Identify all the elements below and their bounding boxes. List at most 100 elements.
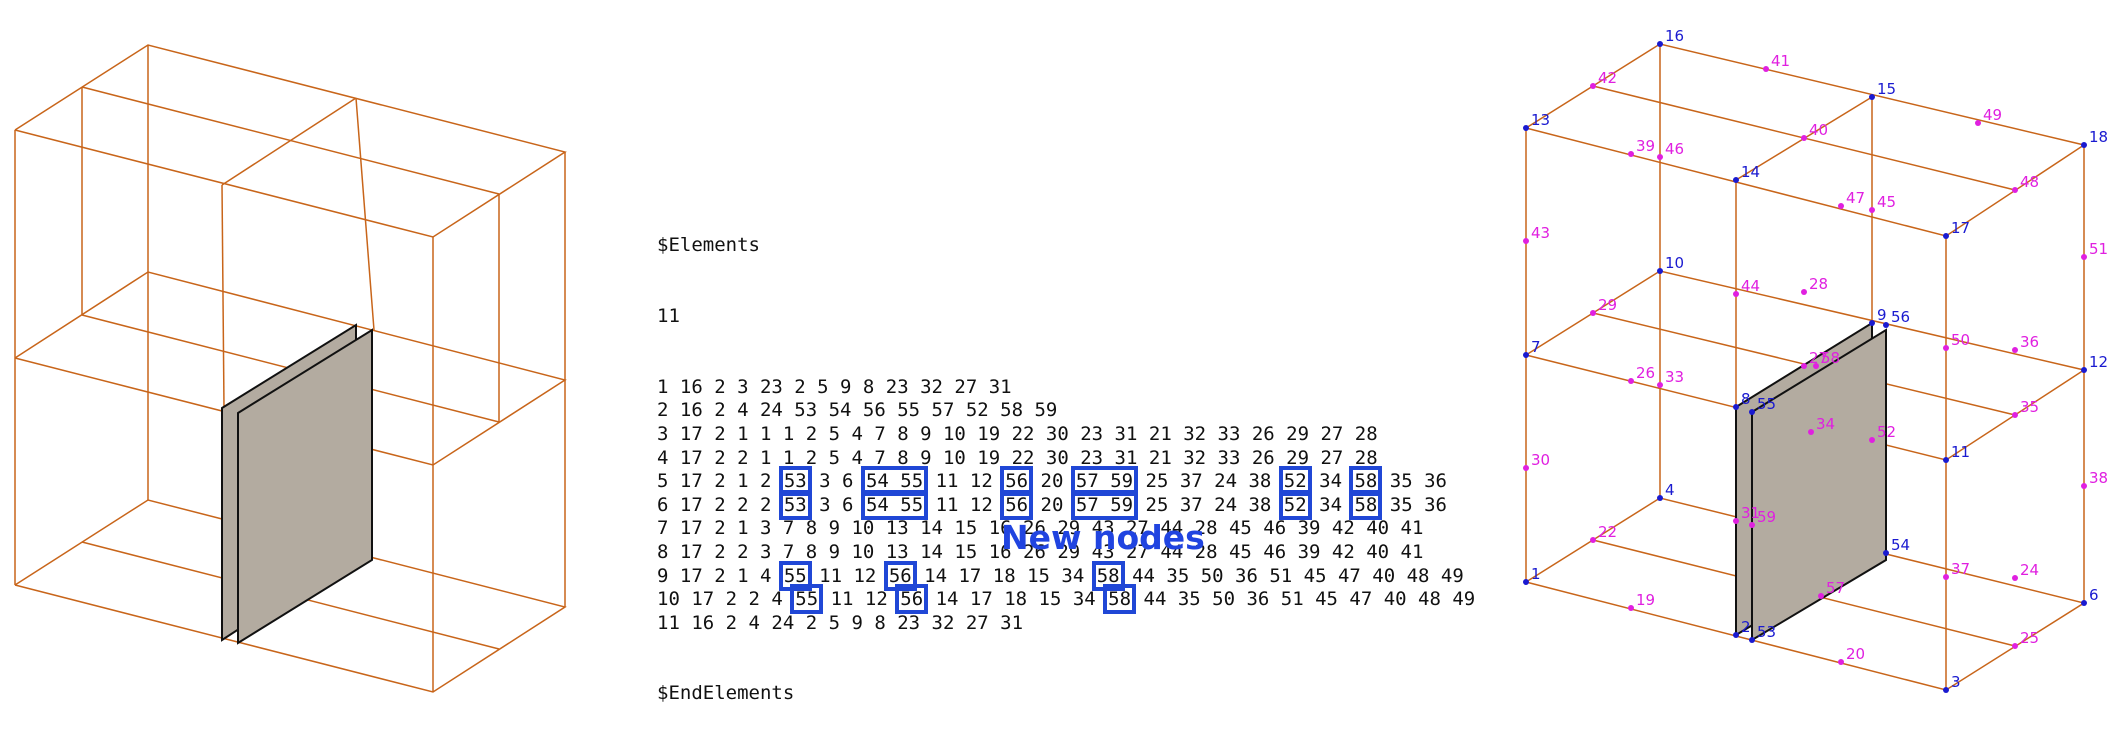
row-text: 10 17 2 2 4 [657, 588, 795, 611]
new-node-token: 56 [883, 560, 917, 591]
element-row: 7 17 2 1 3 7 8 9 10 13 14 15 16 26 29 43… [657, 517, 1475, 541]
corner-node-label: 13 [1531, 111, 1550, 129]
row-text: 8 17 2 2 3 7 8 9 10 13 14 15 16 26 29 43… [657, 540, 1424, 563]
midside-node-dot [1733, 518, 1739, 524]
corner-node-label: 17 [1951, 219, 1970, 237]
corner-node-dot [1657, 268, 1663, 274]
midside-node-label: 48 [2020, 173, 2039, 191]
midside-node-dot [1801, 363, 1807, 369]
midside-node-label: 29 [1598, 296, 1617, 314]
midside-node-dot [1523, 465, 1529, 471]
corner-node-dot [1733, 404, 1739, 410]
row-text: 3 6 [807, 493, 865, 516]
elements-rows: 1 16 2 3 23 2 5 9 8 23 32 27 31 2 16 2 4 … [657, 376, 1475, 636]
midside-node-dot [1943, 345, 1949, 351]
corner-node-dot [1523, 579, 1529, 585]
midside-node-label: 33 [1665, 368, 1684, 386]
row-text: 3 6 [807, 470, 865, 493]
row-text: 11 12 [924, 470, 1005, 493]
midside-node-dot [2012, 575, 2018, 581]
row-text: 11 16 2 4 24 2 5 9 8 23 32 27 31 [657, 611, 1024, 634]
row-text: 25 37 24 38 [1134, 493, 1283, 516]
row-text: 1 16 2 3 23 2 5 9 8 23 32 27 31 [657, 375, 1012, 398]
row-text: 44 35 50 36 51 45 47 40 48 49 [1132, 588, 1476, 611]
midside-node-dot [2012, 187, 2018, 193]
row-text: 11 12 [819, 588, 900, 611]
mesh-split-face [1735, 321, 1887, 642]
midside-node-dot [1801, 135, 1807, 141]
corner-node-dot [1523, 352, 1529, 358]
midside-node-label: 26 [1636, 364, 1655, 382]
corner-node-dot [1749, 637, 1755, 643]
row-text: 35 36 [1378, 493, 1447, 516]
row-text: 2 16 2 4 24 53 54 56 55 57 52 58 59 [657, 399, 1058, 422]
corner-node-label: 3 [1951, 673, 1961, 691]
midside-node-label: 49 [1983, 106, 2002, 124]
midside-node-dot [1749, 522, 1755, 528]
corner-node-dot [2081, 367, 2087, 373]
corner-node-dot [2081, 600, 2087, 606]
midside-node-dot [1733, 291, 1739, 297]
midside-node-dot [1763, 66, 1769, 72]
midside-node-label: 43 [1531, 224, 1550, 242]
row-text: 35 36 [1378, 470, 1447, 493]
row-text: 34 [1307, 493, 1354, 516]
midside-node-label: 52 [1877, 423, 1896, 441]
corner-node-dot [1943, 457, 1949, 463]
left-wireframe-diagram [14, 44, 567, 693]
row-text: 14 17 18 15 34 [912, 564, 1096, 587]
corner-node-label: 18 [2089, 128, 2108, 146]
row-text: 5 17 2 1 2 [657, 470, 783, 493]
new-nodes-caption: New nodes [1001, 518, 1205, 557]
row-text: 34 [1307, 470, 1354, 493]
new-node-token: 57 59 [1070, 489, 1139, 520]
row-text: 7 17 2 1 3 7 8 9 10 13 14 15 16 26 29 43… [657, 517, 1424, 540]
new-node-token: 56 [1000, 489, 1034, 520]
midside-node-dot [2081, 483, 2087, 489]
corner-node-label: 54 [1891, 536, 1910, 554]
midside-node-dot [1838, 203, 1844, 209]
element-row: 3 17 2 1 1 1 2 5 4 7 8 9 10 19 22 30 23 … [657, 423, 1475, 447]
midside-node-label: 39 [1636, 137, 1655, 155]
element-row: 4 17 2 2 1 1 2 5 4 7 8 9 10 19 22 30 23 … [657, 447, 1475, 471]
midside-node-dot [1590, 83, 1596, 89]
midside-node-label: 50 [1951, 331, 1970, 349]
midside-node-label: 31 [1741, 504, 1760, 522]
midside-node-dot [1590, 310, 1596, 316]
midside-node-label: 36 [2020, 333, 2039, 351]
corner-node-label: 6 [2089, 586, 2099, 604]
midside-node-dot [1838, 659, 1844, 665]
midside-node-dot [1869, 207, 1875, 213]
midside-node-label: 30 [1531, 451, 1550, 469]
row-text: 25 37 24 38 [1134, 470, 1283, 493]
corner-node-label: 11 [1951, 443, 1970, 461]
midside-node-label: 40 [1809, 121, 1828, 139]
element-row: 5 17 2 1 2 53 3 6 54 55 11 12 56 20 57 5… [657, 466, 1475, 497]
row-text: 9 17 2 1 4 [657, 564, 783, 587]
row-text: 44 35 50 36 51 45 47 40 48 49 [1120, 564, 1464, 587]
midside-node-dot [1943, 574, 1949, 580]
corner-node-label: 12 [2089, 353, 2108, 371]
corner-node-dot [2081, 142, 2087, 148]
midside-node-label: 27 [1809, 349, 1828, 367]
corner-node-dot [1883, 322, 1889, 328]
midside-node-dot [1628, 378, 1634, 384]
midside-node-label: 19 [1636, 591, 1655, 609]
midside-node-label: 59 [1757, 508, 1776, 526]
midside-node-dot [2012, 412, 2018, 418]
split-face [221, 323, 373, 645]
corner-node-label: 55 [1757, 395, 1776, 413]
corner-node-label: 53 [1757, 623, 1776, 641]
midside-node-label: 34 [1816, 415, 1835, 433]
row-text: 11 12 [924, 493, 1005, 516]
midside-node-dot [1628, 605, 1634, 611]
new-node-token: 58 [1349, 466, 1383, 497]
new-node-token: 55 [778, 560, 812, 591]
row-text: 6 17 2 2 2 [657, 493, 783, 516]
midside-node-label: 38 [2089, 469, 2108, 487]
midside-node-label: 44 [1741, 277, 1760, 295]
corner-node-dot [1869, 320, 1875, 326]
midside-node-dot [1523, 238, 1529, 244]
corner-node-dot [1883, 550, 1889, 556]
midside-node-dot [1869, 437, 1875, 443]
